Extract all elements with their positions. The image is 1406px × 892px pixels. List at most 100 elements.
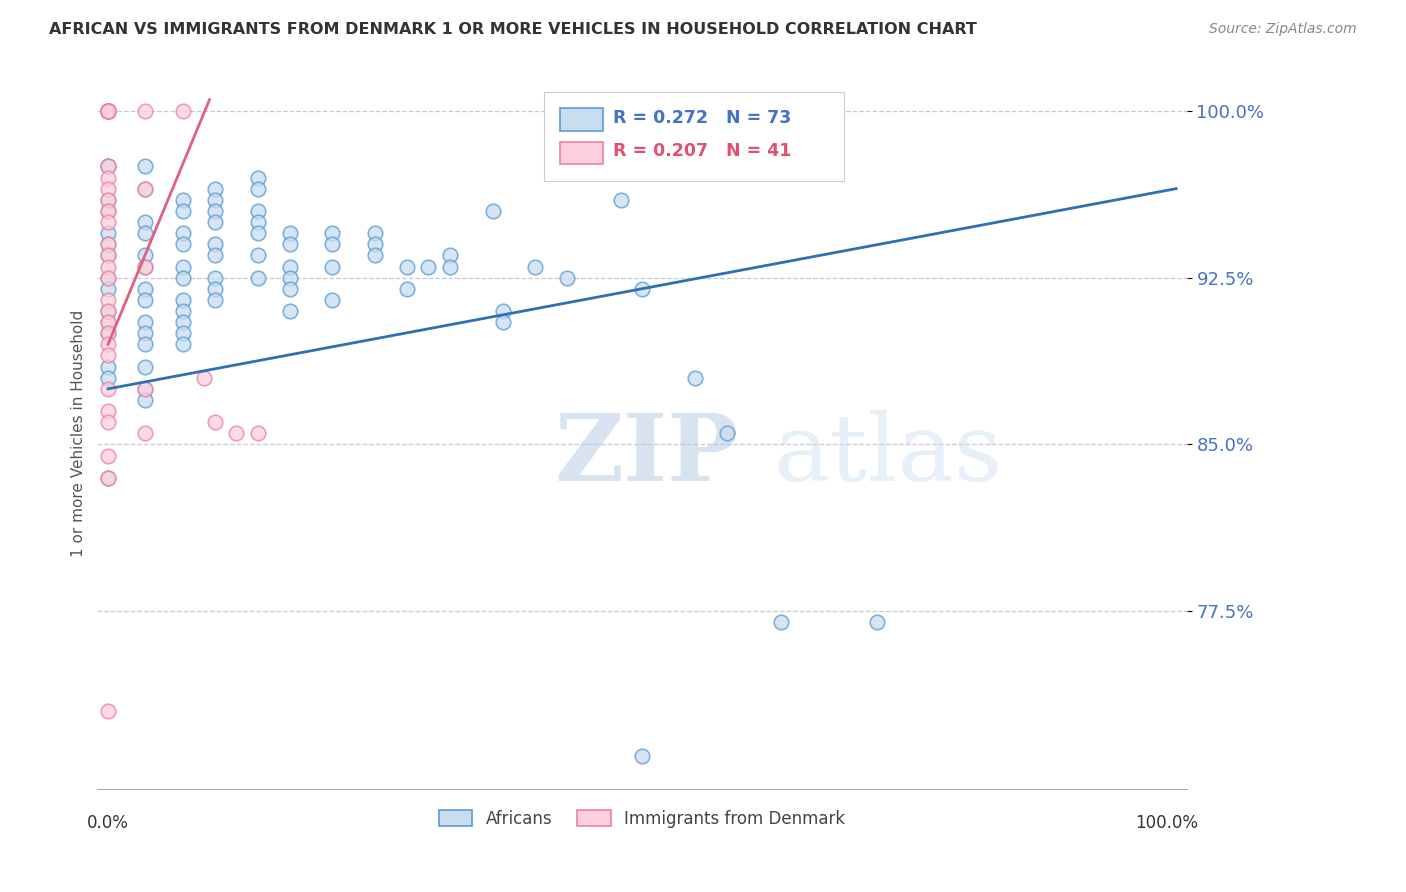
Point: [97, 226, 120, 240]
Point: [134, 426, 156, 441]
Point: [246, 215, 269, 229]
Point: [97, 203, 120, 218]
Point: [97, 337, 120, 351]
Point: [97, 293, 120, 307]
Point: [278, 226, 301, 240]
Point: [609, 193, 631, 207]
Point: [97, 103, 120, 118]
Text: AFRICAN VS IMMIGRANTS FROM DENMARK 1 OR MORE VEHICLES IN HOUSEHOLD CORRELATION C: AFRICAN VS IMMIGRANTS FROM DENMARK 1 OR …: [49, 22, 977, 37]
Point: [97, 103, 120, 118]
Point: [278, 260, 301, 274]
Point: [134, 181, 156, 195]
Point: [321, 260, 343, 274]
Point: [134, 315, 156, 329]
Point: [172, 293, 194, 307]
Point: [172, 193, 194, 207]
Point: [97, 704, 120, 718]
Point: [134, 260, 156, 274]
Y-axis label: 1 or more Vehicles in Household: 1 or more Vehicles in Household: [72, 310, 86, 557]
Point: [204, 248, 226, 262]
Point: [172, 203, 194, 218]
Point: [172, 260, 194, 274]
Point: [246, 248, 269, 262]
Point: [246, 226, 269, 240]
Point: [246, 270, 269, 285]
Point: [134, 359, 156, 374]
Point: [97, 449, 120, 463]
FancyBboxPatch shape: [544, 92, 844, 181]
Point: [246, 426, 269, 441]
Point: [97, 103, 120, 118]
Point: [97, 103, 120, 118]
Point: [193, 370, 215, 384]
Point: [439, 248, 461, 262]
Point: [246, 181, 269, 195]
Point: [204, 270, 226, 285]
Point: [278, 282, 301, 296]
Point: [134, 382, 156, 396]
Point: [204, 193, 226, 207]
Point: [97, 315, 120, 329]
Point: [134, 282, 156, 296]
Point: [555, 270, 578, 285]
Point: [134, 181, 156, 195]
Legend: Africans, Immigrants from Denmark: Africans, Immigrants from Denmark: [432, 803, 852, 834]
Point: [97, 382, 120, 396]
Point: [134, 326, 156, 341]
Point: [364, 248, 387, 262]
Point: [204, 181, 226, 195]
Point: [97, 359, 120, 374]
Point: [278, 270, 301, 285]
Point: [97, 237, 120, 252]
Point: [134, 382, 156, 396]
Point: [97, 103, 120, 118]
Point: [866, 615, 889, 630]
Point: [97, 103, 120, 118]
Point: [631, 748, 654, 763]
Point: [685, 370, 707, 384]
FancyBboxPatch shape: [561, 108, 603, 131]
Point: [439, 260, 461, 274]
Point: [492, 315, 515, 329]
Point: [134, 160, 156, 174]
Point: [97, 415, 120, 429]
Point: [134, 215, 156, 229]
Point: [246, 170, 269, 185]
Point: [97, 349, 120, 363]
Point: [97, 282, 120, 296]
Point: [134, 260, 156, 274]
Point: [716, 426, 738, 441]
Point: [97, 103, 120, 118]
Point: [172, 326, 194, 341]
Point: [396, 260, 419, 274]
Point: [97, 304, 120, 318]
Point: [172, 337, 194, 351]
Point: [97, 270, 120, 285]
Point: [278, 237, 301, 252]
Point: [321, 226, 343, 240]
Point: [97, 471, 120, 485]
Point: [321, 237, 343, 252]
Point: [134, 392, 156, 407]
Text: R = 0.272   N = 73: R = 0.272 N = 73: [613, 109, 792, 127]
Point: [97, 170, 120, 185]
Point: [769, 615, 792, 630]
Point: [204, 293, 226, 307]
Point: [97, 248, 120, 262]
Point: [418, 260, 440, 274]
Point: [97, 270, 120, 285]
Point: [172, 237, 194, 252]
Point: [204, 237, 226, 252]
Point: [321, 293, 343, 307]
Point: [97, 260, 120, 274]
Point: [97, 103, 120, 118]
Point: [97, 315, 120, 329]
Point: [204, 282, 226, 296]
Point: [97, 193, 120, 207]
Point: [631, 282, 654, 296]
Point: [97, 370, 120, 384]
Point: [134, 226, 156, 240]
FancyBboxPatch shape: [561, 142, 603, 164]
Point: [204, 215, 226, 229]
Point: [97, 103, 120, 118]
